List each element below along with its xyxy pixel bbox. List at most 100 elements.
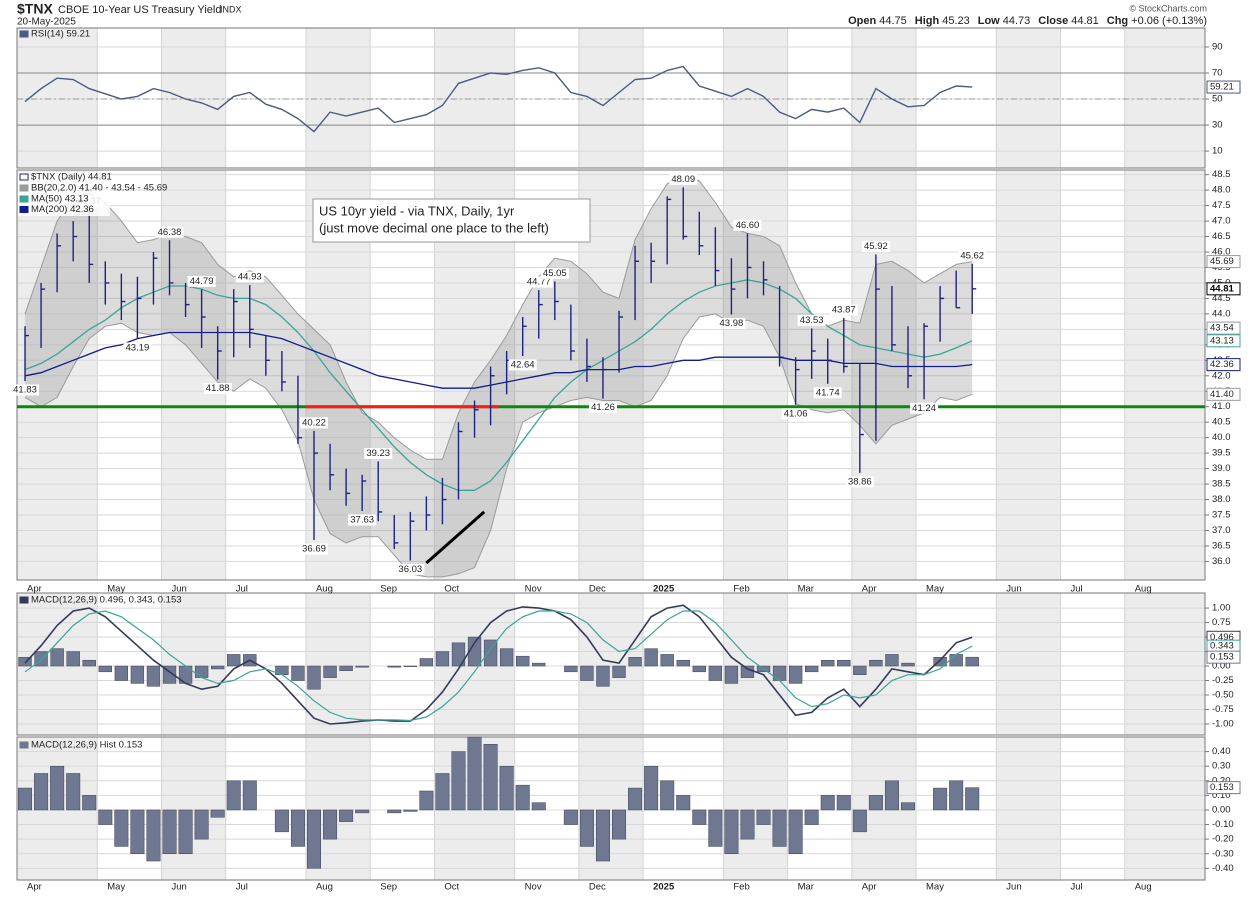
quote-value: 44.75 (879, 15, 907, 27)
hist-bar (949, 780, 964, 811)
macd-hist-bar (50, 648, 64, 667)
x-tick-label: May (926, 584, 944, 595)
macd-hist-bar (724, 665, 739, 684)
macd-hist-bar (435, 651, 450, 667)
macd-hist-bar (467, 636, 482, 667)
x-tick-label: Jul (1071, 584, 1083, 595)
hist-bar (579, 809, 594, 847)
macd-hist-bar (676, 659, 690, 667)
quote-value: 44.73 (1003, 15, 1031, 27)
peak-label-box (910, 402, 939, 414)
hist-bar (242, 780, 257, 811)
note-text: (just move decimal one place to the left… (319, 220, 549, 235)
peak-label-box (813, 387, 842, 399)
hist-bar (50, 765, 65, 811)
x-tick-label: Jul (1071, 882, 1083, 893)
peak-label: 46.38 (158, 227, 182, 238)
x-tick-label: Jul (236, 584, 248, 595)
y-tick-label: 37.0 (1212, 525, 1231, 536)
month-shade (305, 28, 371, 168)
hist-bar (676, 795, 691, 811)
y-tick-label: 46.5 (1212, 231, 1231, 242)
month-shade (723, 593, 788, 735)
macd-hist-bar (483, 639, 498, 667)
x-tick-label: Nov (525, 882, 542, 893)
month-shade (305, 593, 371, 735)
hist-bar (467, 736, 482, 811)
y-tick-label: -1.00 (1212, 719, 1234, 730)
value-tag: 0.153 (1210, 652, 1234, 663)
quote-label: Close (1038, 15, 1068, 27)
peak-label-box (155, 226, 184, 238)
peak-label-box (235, 271, 264, 283)
legend-label: MACD(12,26,9) Hist 0.153 (31, 740, 142, 751)
value-tag: 0.496 (1210, 632, 1234, 643)
x-tick-label: Jun (1006, 882, 1021, 893)
y-tick-label: 10 (1212, 146, 1223, 157)
y-tick-label: 40.5 (1212, 417, 1231, 428)
hist-bar (901, 802, 915, 811)
legend-label: BB(20,2.0) 41.40 - 43.54 - 45.69 (31, 183, 167, 194)
hist-bar (274, 809, 289, 833)
macd-hist-bar (596, 665, 610, 687)
x-tick-label: Mar (798, 882, 814, 893)
month-shade (723, 737, 788, 880)
peak-label-box (508, 359, 537, 371)
macd-hist-bar (949, 654, 963, 667)
bollinger-band-fill (25, 174, 973, 577)
x-tick-label: Mar (798, 584, 814, 595)
peak-label-box (11, 384, 40, 396)
peak-label-box (187, 275, 216, 287)
peak-label: 36.69 (302, 544, 326, 555)
macd-hist-bar (211, 665, 225, 670)
instrument-name: CBOE 10-Year US Treasury Yield (58, 4, 221, 16)
peak-label-box (733, 219, 762, 231)
hist-bar (355, 809, 370, 814)
month-shade (161, 593, 226, 735)
y-tick-label: 44.5 (1212, 293, 1231, 304)
y-tick-label: 47.5 (1212, 200, 1231, 211)
x-tick-label: Sep (380, 584, 397, 595)
x-tick-label: Jul (236, 882, 248, 893)
value-tag-box (1206, 650, 1241, 664)
macd-hist-bar (853, 665, 867, 675)
peak-label-box (845, 476, 874, 488)
hist-bar (34, 773, 49, 811)
legend-label: MA(200) 42.36 (31, 204, 94, 215)
peak-label: 43.87 (832, 304, 856, 315)
x-tick-label: Aug (1135, 882, 1152, 893)
x-tick-label: May (107, 882, 125, 893)
note-box (312, 198, 591, 243)
y-tick-label: 0.40 (1212, 746, 1231, 757)
y-tick-label: 38.5 (1212, 479, 1231, 490)
legend-marker (19, 30, 29, 38)
month-shade (851, 28, 917, 168)
value-tag-box (1206, 781, 1241, 795)
y-tick-label: 42.0 (1212, 370, 1231, 381)
y-tick-label: 47.0 (1212, 216, 1231, 227)
panel-frame (16, 169, 1206, 581)
peak-label-box (781, 408, 810, 420)
hist-bar (788, 809, 803, 854)
hist-bar (307, 809, 321, 869)
macd-hist-bar (18, 657, 32, 667)
y-tick-label: 30 (1212, 120, 1223, 131)
x-tick-label: Jun (1006, 584, 1021, 595)
legend-label: MACD(12,26,9) 0.496, 0.343, 0.153 (31, 595, 182, 606)
x-tick-label: Aug (316, 882, 333, 893)
y-tick-label: 41.0 (1212, 401, 1231, 412)
y-tick-label: 0.00 (1212, 661, 1231, 672)
y-tick-label: 0.20 (1212, 775, 1231, 786)
peak-label: 41.06 (784, 408, 808, 419)
value-tag: 43.54 (1210, 323, 1234, 334)
peak-label-box (203, 382, 232, 394)
x-tick-label: Apr (27, 584, 42, 595)
macd-hist-bar (291, 665, 305, 681)
legend-marker (19, 596, 29, 604)
peak-label-box (797, 314, 826, 326)
legend-label: $TNX (Daily) 44.81 (31, 172, 112, 183)
peak-label: 41.74 (816, 387, 840, 398)
macd-hist-bar (355, 665, 369, 668)
macd-hist-bar (708, 665, 723, 681)
macd-hist-bar (644, 648, 658, 667)
